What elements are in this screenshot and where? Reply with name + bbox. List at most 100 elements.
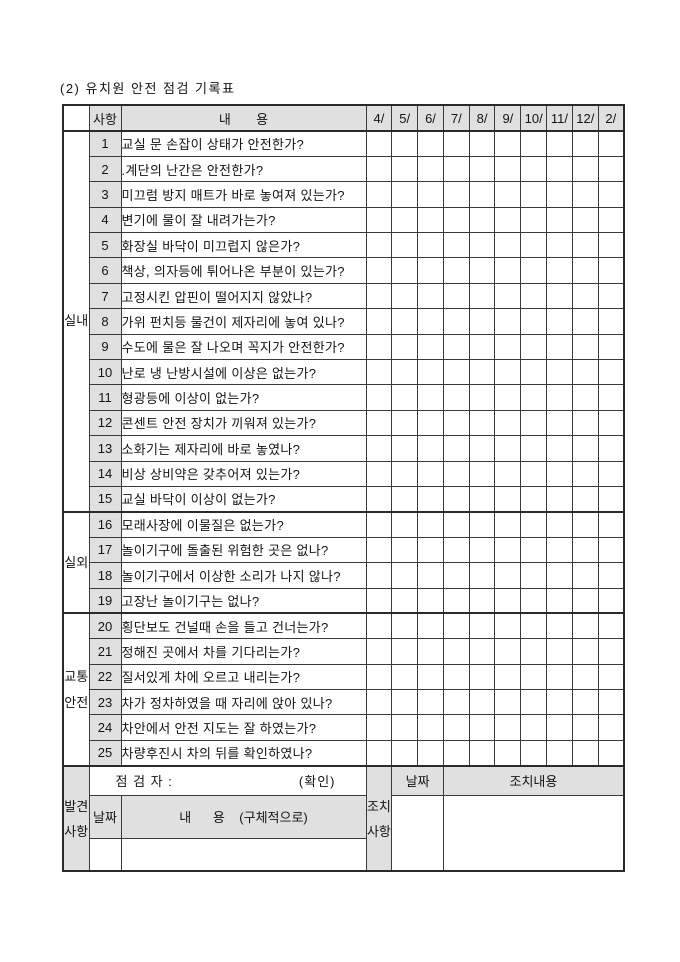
check-cell xyxy=(365,485,393,513)
check-cell xyxy=(546,638,573,665)
check-cell xyxy=(494,409,522,437)
check-cell xyxy=(417,257,444,284)
check-cell xyxy=(546,739,573,767)
check-cell xyxy=(468,282,496,310)
check-cell xyxy=(417,739,444,767)
check-cell xyxy=(571,130,599,157)
inspector-cell: 점 검 자 : (확인) xyxy=(88,764,367,796)
row-question: 놀이기구에서 이상한 소리가 나지 않나? xyxy=(120,562,367,589)
row-number: 1 xyxy=(88,130,122,157)
content-header: 내 용 xyxy=(120,104,367,132)
check-cell xyxy=(442,612,470,640)
check-cell xyxy=(546,333,573,361)
check-cell xyxy=(391,155,419,183)
check-cell xyxy=(365,536,393,564)
check-cell xyxy=(571,460,599,487)
check-cell xyxy=(442,714,470,741)
check-cell xyxy=(546,409,573,437)
month-header: 2/ xyxy=(597,104,625,132)
check-cell xyxy=(417,384,444,411)
check-cell xyxy=(417,562,444,589)
check-cell xyxy=(468,460,496,487)
check-cell xyxy=(442,155,470,183)
check-cell xyxy=(442,739,470,767)
check-cell xyxy=(365,282,393,310)
check-cell xyxy=(442,536,470,564)
check-cell xyxy=(468,689,496,716)
category-outdoor: 실외 xyxy=(62,510,90,614)
check-cell xyxy=(597,130,625,157)
check-cell xyxy=(468,232,496,259)
check-cell xyxy=(468,510,496,538)
check-cell xyxy=(468,638,496,665)
check-cell xyxy=(597,663,625,691)
check-cell xyxy=(520,460,548,487)
check-cell xyxy=(468,739,496,767)
row-number: 12 xyxy=(88,409,122,437)
check-cell xyxy=(597,155,625,183)
check-cell xyxy=(391,435,419,462)
check-cell xyxy=(417,587,444,614)
month-header: 6/ xyxy=(417,104,444,132)
row-number: 11 xyxy=(88,384,122,411)
check-cell xyxy=(520,308,548,335)
check-cell xyxy=(520,689,548,716)
action-content-empty-cell xyxy=(442,794,625,872)
check-cell xyxy=(546,663,573,691)
table-row: 10 난로 냉 난방시설에 이상은 없는가? xyxy=(63,359,625,386)
check-cell xyxy=(417,460,444,487)
action-content-header: 조치내용 xyxy=(442,764,625,796)
check-cell xyxy=(494,333,522,361)
check-cell xyxy=(391,333,419,361)
confirm-label: (확인) xyxy=(298,774,336,790)
inspector-label: 점 검 자 : xyxy=(115,774,173,790)
check-cell xyxy=(571,714,599,741)
check-cell xyxy=(365,130,393,157)
row-question: 콘센트 안전 장치가 끼워져 있는가? xyxy=(120,409,367,437)
table-row: 실외 16 모래사장에 이물질은 없는가? xyxy=(62,510,625,614)
check-cell xyxy=(442,257,470,284)
check-cell xyxy=(391,663,419,691)
check-cell xyxy=(571,689,599,716)
check-cell xyxy=(391,689,419,716)
check-cell xyxy=(365,663,393,691)
table-header-row: 사항 내 용 4/5/6/7/8/9/10/11/12/2/ xyxy=(62,104,625,132)
check-cell xyxy=(520,638,548,665)
check-cell xyxy=(494,485,522,513)
check-cell xyxy=(442,359,470,386)
check-cell xyxy=(494,714,522,741)
check-cell xyxy=(468,333,496,361)
table-row: 4 변기에 물이 잘 내려가는가? xyxy=(63,206,625,234)
category-found-items: 발견사항 xyxy=(62,764,90,872)
check-cell xyxy=(597,384,625,411)
check-cell xyxy=(365,638,393,665)
row-number: 18 xyxy=(88,562,122,589)
check-cell xyxy=(365,155,393,183)
check-cell xyxy=(365,308,393,335)
check-cell xyxy=(546,587,573,614)
check-cell xyxy=(494,282,522,310)
check-cell xyxy=(391,282,419,310)
check-cell xyxy=(597,232,625,259)
check-cell xyxy=(391,714,419,741)
check-cell xyxy=(468,155,496,183)
row-number: 22 xyxy=(88,663,122,691)
check-cell xyxy=(365,510,393,538)
row-question: 가위 펀치등 물건이 제자리에 놓여 있나? xyxy=(120,308,367,335)
row-number: 14 xyxy=(88,460,122,487)
check-cell xyxy=(391,536,419,564)
check-cell xyxy=(597,181,625,208)
check-cell xyxy=(571,739,599,767)
check-cell xyxy=(520,435,548,462)
check-cell xyxy=(571,206,599,234)
check-cell xyxy=(442,460,470,487)
category-header-cell xyxy=(62,104,90,132)
check-cell xyxy=(597,435,625,462)
table-row: 12 콘센트 안전 장치가 끼워져 있는가? xyxy=(63,409,625,437)
row-question: 차량후진시 차의 뒤를 확인하였나? xyxy=(120,739,367,767)
row-number: 7 xyxy=(88,282,122,310)
check-cell xyxy=(571,257,599,284)
check-cell xyxy=(365,409,393,437)
check-cell xyxy=(417,181,444,208)
check-cell xyxy=(468,257,496,284)
